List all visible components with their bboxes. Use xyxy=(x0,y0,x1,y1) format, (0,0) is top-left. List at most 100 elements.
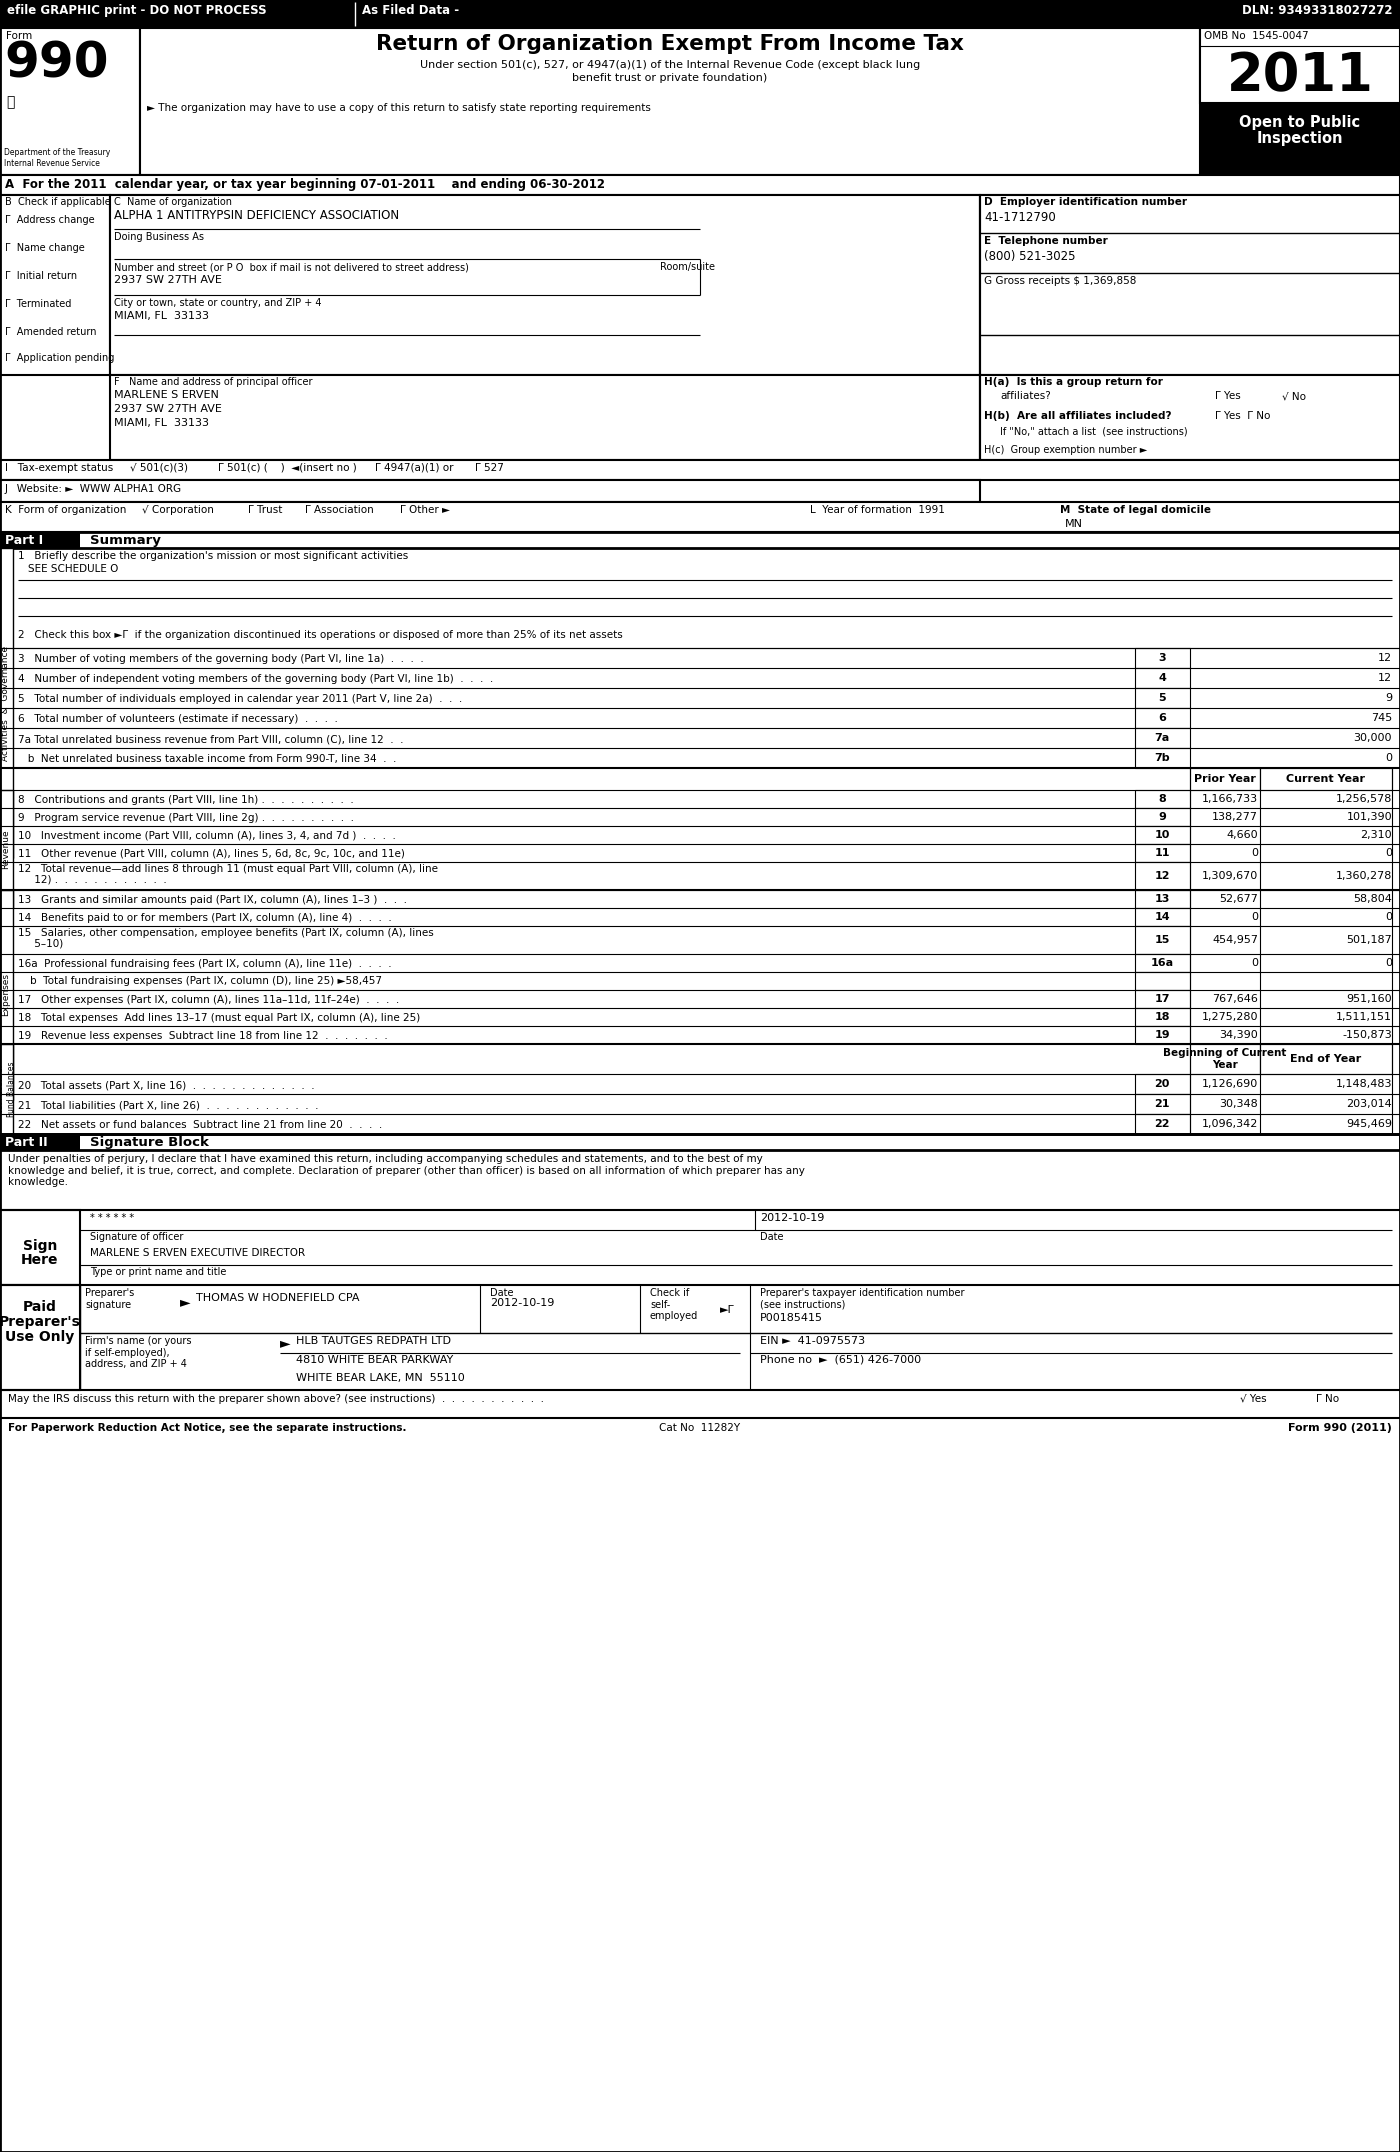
Text: 990: 990 xyxy=(4,41,109,88)
Bar xyxy=(0,1134,80,1149)
Bar xyxy=(1135,648,1190,667)
Bar xyxy=(0,461,1400,480)
Bar xyxy=(1190,768,1260,790)
Bar xyxy=(1200,28,1400,103)
Text: Γ Yes: Γ Yes xyxy=(1215,392,1240,400)
Text: 5: 5 xyxy=(1158,693,1166,704)
Text: Γ 4947(a)(1) or: Γ 4947(a)(1) or xyxy=(375,463,454,473)
Bar xyxy=(0,1134,1400,1149)
Bar xyxy=(0,196,111,374)
Bar xyxy=(1135,953,1190,973)
Text: Preparer's taxpayer identification number
(see instructions): Preparer's taxpayer identification numbe… xyxy=(760,1289,965,1311)
Text: Signature Block: Signature Block xyxy=(90,1136,209,1149)
Text: Under section 501(c), 527, or 4947(a)(1) of the Internal Revenue Code (except bl: Under section 501(c), 527, or 4947(a)(1)… xyxy=(420,60,920,71)
Bar xyxy=(1200,103,1400,174)
Text: 7a Total unrelated business revenue from Part VIII, column (C), line 12  .  .: 7a Total unrelated business revenue from… xyxy=(18,734,403,745)
Text: b  Net unrelated business taxable income from Form 990-T, line 34  .  .: b Net unrelated business taxable income … xyxy=(18,753,396,764)
Text: ►Γ: ►Γ xyxy=(720,1304,735,1315)
Bar xyxy=(1260,768,1392,790)
Bar xyxy=(0,790,13,908)
Text: OMB No  1545-0047: OMB No 1545-0047 xyxy=(1204,30,1309,41)
Bar xyxy=(1135,973,1190,990)
Text: 2012-10-19: 2012-10-19 xyxy=(760,1214,825,1222)
Text: E  Telephone number: E Telephone number xyxy=(984,237,1107,245)
Text: 18   Total expenses  Add lines 13–17 (must equal Part IX, column (A), line 25): 18 Total expenses Add lines 13–17 (must … xyxy=(18,1014,420,1022)
Text: ►: ► xyxy=(280,1336,291,1349)
Bar xyxy=(1135,1115,1190,1134)
Text: Form: Form xyxy=(6,30,32,41)
Text: MIAMI, FL  33133: MIAMI, FL 33133 xyxy=(113,312,209,321)
Text: Prior Year: Prior Year xyxy=(1194,775,1256,783)
Text: I   Tax-exempt status: I Tax-exempt status xyxy=(6,463,113,473)
Text: Check if
self-
employed: Check if self- employed xyxy=(650,1289,699,1321)
Text: Part I: Part I xyxy=(6,534,43,547)
Text: 0: 0 xyxy=(1385,912,1392,921)
Bar xyxy=(0,532,1400,549)
Text: 767,646: 767,646 xyxy=(1212,994,1259,1005)
Text: 4,660: 4,660 xyxy=(1226,831,1259,839)
Text: HLB TAUTGES REDPATH LTD: HLB TAUTGES REDPATH LTD xyxy=(295,1336,451,1345)
Text: As Filed Data -: As Filed Data - xyxy=(363,4,459,17)
Text: Doing Business As: Doing Business As xyxy=(113,232,204,241)
Text: 17: 17 xyxy=(1154,994,1170,1005)
Text: Room/suite: Room/suite xyxy=(659,263,715,271)
Text: 945,469: 945,469 xyxy=(1345,1119,1392,1130)
Text: 17   Other expenses (Part IX, column (A), lines 11a–11d, 11f–24e)  .  .  .  .: 17 Other expenses (Part IX, column (A), … xyxy=(18,994,399,1005)
Bar xyxy=(980,196,1400,374)
Bar xyxy=(1135,925,1190,953)
Text: 18: 18 xyxy=(1154,1011,1170,1022)
Text: 22: 22 xyxy=(1154,1119,1170,1130)
Text: 20   Total assets (Part X, line 16)  .  .  .  .  .  .  .  .  .  .  .  .  .: 20 Total assets (Part X, line 16) . . . … xyxy=(18,1080,315,1091)
Text: 16a  Professional fundraising fees (Part IX, column (A), line 11e)  .  .  .  .: 16a Professional fundraising fees (Part … xyxy=(18,960,392,968)
Bar xyxy=(0,28,140,174)
Text: 101,390: 101,390 xyxy=(1347,811,1392,822)
Text: Date: Date xyxy=(760,1231,784,1242)
Text: 10   Investment income (Part VIII, column (A), lines 3, 4, and 7d )  .  .  .  .: 10 Investment income (Part VIII, column … xyxy=(18,831,396,841)
Bar xyxy=(140,28,1200,174)
Text: MIAMI, FL  33133: MIAMI, FL 33133 xyxy=(113,417,209,428)
Text: 19   Revenue less expenses  Subtract line 18 from line 12  .  .  .  .  .  .  .: 19 Revenue less expenses Subtract line 1… xyxy=(18,1031,388,1042)
Text: 15: 15 xyxy=(1155,934,1169,945)
Text: 11   Other revenue (Part VIII, column (A), lines 5, 6d, 8c, 9c, 10c, and 11e): 11 Other revenue (Part VIII, column (A),… xyxy=(18,850,405,859)
Text: Γ Yes  Γ No: Γ Yes Γ No xyxy=(1215,411,1270,422)
Text: 21   Total liabilities (Part X, line 26)  .  .  .  .  .  .  .  .  .  .  .  .: 21 Total liabilities (Part X, line 26) .… xyxy=(18,1100,319,1110)
Text: 1,126,690: 1,126,690 xyxy=(1201,1078,1259,1089)
Text: Preparer's: Preparer's xyxy=(0,1315,81,1330)
Text: Net Assets or
Fund Balances: Net Assets or Fund Balances xyxy=(0,1061,15,1117)
Text: Phone no  ►  (651) 426-7000: Phone no ► (651) 426-7000 xyxy=(760,1356,921,1364)
Text: √ 501(c)(3): √ 501(c)(3) xyxy=(130,463,188,473)
Bar xyxy=(1135,1093,1190,1115)
Text: 1,148,483: 1,148,483 xyxy=(1336,1078,1392,1089)
Text: Expenses: Expenses xyxy=(1,973,11,1016)
Text: Γ  Initial return: Γ Initial return xyxy=(6,271,77,282)
Bar xyxy=(1135,908,1190,925)
Text: 41-1712790: 41-1712790 xyxy=(984,211,1056,224)
Text: 1,511,151: 1,511,151 xyxy=(1336,1011,1392,1022)
Text: 52,677: 52,677 xyxy=(1219,893,1259,904)
Bar xyxy=(0,0,1400,28)
Text: Revenue: Revenue xyxy=(1,829,11,869)
Text: 14: 14 xyxy=(1154,912,1170,921)
Text: F   Name and address of principal officer: F Name and address of principal officer xyxy=(113,377,312,387)
Text: MARLENE S ERVEN EXECUTIVE DIRECTOR: MARLENE S ERVEN EXECUTIVE DIRECTOR xyxy=(90,1248,305,1259)
Text: √ Yes: √ Yes xyxy=(1240,1394,1267,1403)
Text: 30,348: 30,348 xyxy=(1219,1100,1259,1108)
Text: 34,390: 34,390 xyxy=(1219,1031,1259,1039)
Text: C  Name of organization: C Name of organization xyxy=(113,198,232,207)
Text: 2011: 2011 xyxy=(1226,49,1373,101)
Text: benefit trust or private foundation): benefit trust or private foundation) xyxy=(573,73,767,84)
Text: K  Form of organization: K Form of organization xyxy=(6,506,126,514)
Text: affiliates?: affiliates? xyxy=(1000,392,1051,400)
Text: Γ Association: Γ Association xyxy=(305,506,374,514)
Text: 1,360,278: 1,360,278 xyxy=(1336,872,1392,880)
Bar xyxy=(1135,1007,1190,1027)
Text: DLN: 93493318027272: DLN: 93493318027272 xyxy=(1243,4,1393,17)
Bar xyxy=(1135,807,1190,826)
Text: 0: 0 xyxy=(1385,848,1392,859)
Text: Firm's name (or yours
if self-employed),
address, and ZIP + 4: Firm's name (or yours if self-employed),… xyxy=(85,1336,192,1369)
Bar xyxy=(0,28,1400,174)
Text: May the IRS discuss this return with the preparer shown above? (see instructions: May the IRS discuss this return with the… xyxy=(8,1394,545,1403)
Text: Signature of officer: Signature of officer xyxy=(90,1231,183,1242)
Text: 12: 12 xyxy=(1378,674,1392,682)
Text: Type or print name and title: Type or print name and title xyxy=(90,1268,227,1276)
